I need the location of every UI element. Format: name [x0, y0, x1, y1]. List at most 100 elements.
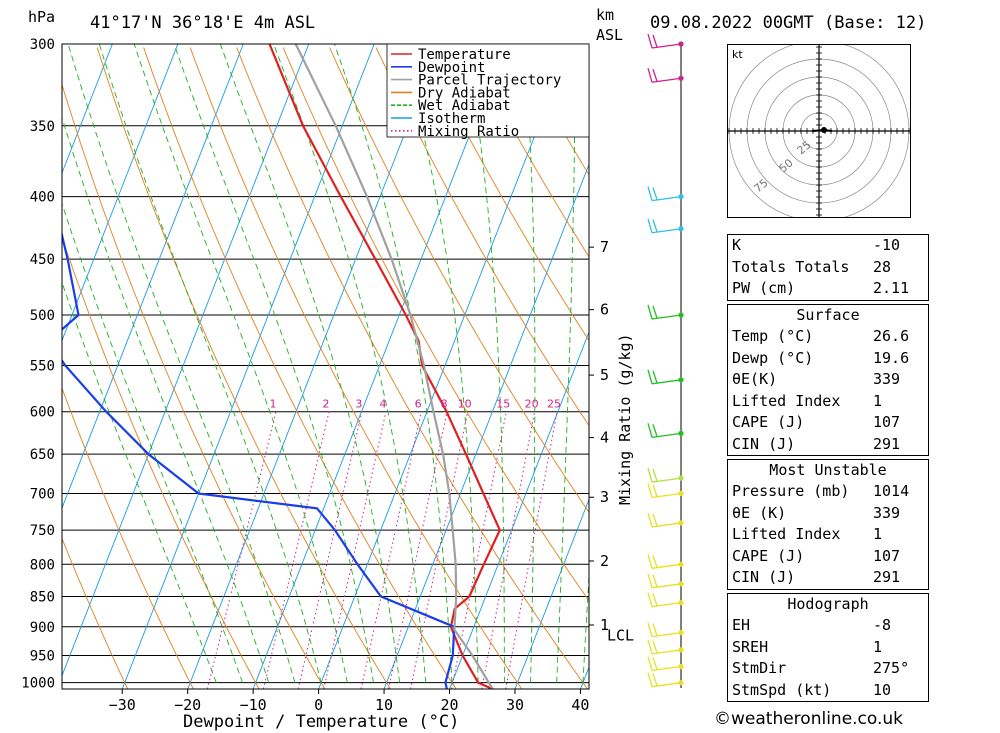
dry-adiabat-line: [189, 47, 523, 689]
mixing-ratio-label: 8: [441, 398, 448, 411]
copyright-link[interactable]: ©weatheronline.co.uk: [714, 709, 904, 729]
km-tick-label: 7: [600, 238, 609, 256]
dry-adiabat-line: [62, 235, 260, 689]
km-tick-label: 2: [600, 552, 609, 570]
x-tick-label: 40: [571, 696, 589, 714]
hodograph-row: EH -8: [732, 616, 892, 634]
datetime-title: 09.08.2022 00GMT (Base: 12): [650, 13, 926, 33]
wet-adiabat-line: [273, 44, 427, 683]
legend-label: Parcel Trajectory: [418, 73, 561, 89]
mixing-ratio-label: 25: [547, 398, 561, 411]
most-unstable-row: CIN (J) 291: [732, 568, 901, 586]
hodograph-ring-label: 25: [795, 138, 814, 157]
wind-barb: [647, 218, 682, 234]
km-tick-label: 5: [600, 366, 609, 384]
wind-barb: [647, 672, 682, 688]
wind-barb: [647, 33, 682, 49]
plot-frame: [61, 43, 590, 690]
axes-layer: 1 2 3 4 6 8 10 15 20 2530035040045050055060065070…: [21, 37, 634, 714]
pressure-tick-label: 900: [30, 620, 55, 636]
isotherm-line: [62, 44, 179, 342]
wind-barb: [647, 554, 682, 569]
legend-label: Dry Adiabat: [418, 85, 511, 101]
mixing-ratio-label: 3: [355, 398, 362, 411]
legend-label: Mixing Ratio: [418, 124, 519, 140]
legend-label: Temperature: [418, 47, 511, 63]
indices-table: K -10 Totals Totals 28 PW (cm) 2.11: [727, 234, 929, 301]
asl-label: ASL: [596, 26, 623, 44]
hodograph: 25 50 75 kt: [727, 40, 911, 222]
mixing-ratio-label: 1: [270, 398, 277, 411]
wind-barb: [647, 483, 682, 499]
parcel-trajectory-curve: [294, 44, 494, 689]
mixing-ratio-label: 2: [323, 398, 330, 411]
pressure-tick-label: 550: [30, 359, 55, 375]
dry-adiabat-line: [236, 47, 588, 689]
mixing-ratio-label: 4: [379, 398, 386, 411]
wind-barb: [647, 656, 682, 672]
wind-barb: [647, 68, 682, 83]
wind-barb: [647, 592, 682, 608]
wet-adiabat-line: [133, 44, 348, 683]
isotherm-line: [252, 44, 506, 689]
wind-barb: [647, 512, 682, 528]
index-row-pw: PW (cm) 2.11: [732, 279, 910, 297]
km-tick-label: 3: [600, 488, 609, 506]
index-row-k: K -10: [732, 236, 901, 254]
dry-adiabat-line: [468, 47, 589, 258]
mixing-ratio-axis-title: Mixing Ratio (g/kg): [616, 333, 634, 505]
x-tick-label: 30: [506, 696, 524, 714]
pressure-tick-label: 500: [30, 308, 55, 324]
dry-adiabat-line: [143, 47, 457, 689]
legend-label: Dewpoint: [418, 60, 485, 76]
dry-adiabat-line: [282, 47, 589, 602]
hodograph-ring-label: 75: [752, 176, 771, 195]
mixing-ratio-label: 20: [525, 398, 539, 411]
hodograph-row: SREH 1: [732, 637, 883, 656]
surface-row: CIN (J) 291: [732, 434, 901, 453]
km-tick-label: 4: [600, 429, 609, 447]
dry-adiabat-line: [62, 537, 129, 689]
pressure-tick-label: 700: [30, 486, 55, 502]
mixing-ratio-line: [262, 411, 330, 689]
isotherm-line: [514, 498, 589, 689]
x-tick-label: 20: [440, 696, 458, 714]
isotherm-line: [62, 44, 244, 510]
mixing-ratio-label: 15: [496, 398, 510, 411]
mixing-ratio-label: 6: [415, 398, 422, 411]
x-tick-label: −20: [174, 696, 201, 714]
isotherm-line: [187, 44, 441, 689]
surface-row: CAPE (J) 107: [732, 413, 901, 431]
wind-profile: [647, 33, 684, 688]
dry-adiabat-line: [96, 47, 391, 689]
x-axis-title: Dewpoint / Temperature (°C): [183, 712, 459, 732]
legend-label: Wet Adiabat: [418, 98, 511, 114]
wet-adiabat-line: [334, 44, 453, 683]
dry-adiabat-line: [329, 47, 589, 514]
wet-adiabat-line: [219, 44, 401, 683]
surface-table: Surface Temp (°C) 26.6 Dewp (°C) 19.6 θE(K…: [727, 304, 929, 456]
surface-row: Temp (°C) 26.6: [732, 327, 910, 345]
pressure-tick-label: 850: [30, 589, 55, 605]
isotherm-line: [62, 44, 310, 677]
pressure-tick-label: 950: [30, 648, 55, 664]
dry-adiabat-line: [62, 83, 326, 689]
surface-title: Surface: [796, 306, 860, 324]
pressure-tick-label: 1000: [21, 676, 55, 692]
curve-layer: [62, 44, 501, 689]
pressure-tick-label: 450: [30, 252, 55, 268]
pressure-tick-label: 350: [30, 119, 55, 135]
surface-row: Dewp (°C) 19.6: [732, 348, 910, 367]
dry-adiabat-line: [375, 47, 589, 427]
pressure-tick-label: 800: [30, 557, 55, 573]
most-unstable-row: CAPE (J) 107: [732, 546, 901, 565]
legend-box: [386, 43, 590, 138]
x-tick-label: 0: [314, 696, 323, 714]
wet-adiabat-line: [98, 44, 322, 683]
wind-barb: [647, 304, 682, 320]
dry-adiabat-line: [422, 47, 589, 342]
wind-barb: [647, 639, 682, 655]
hodograph-row: StmSpd (kt) 10: [732, 680, 892, 699]
